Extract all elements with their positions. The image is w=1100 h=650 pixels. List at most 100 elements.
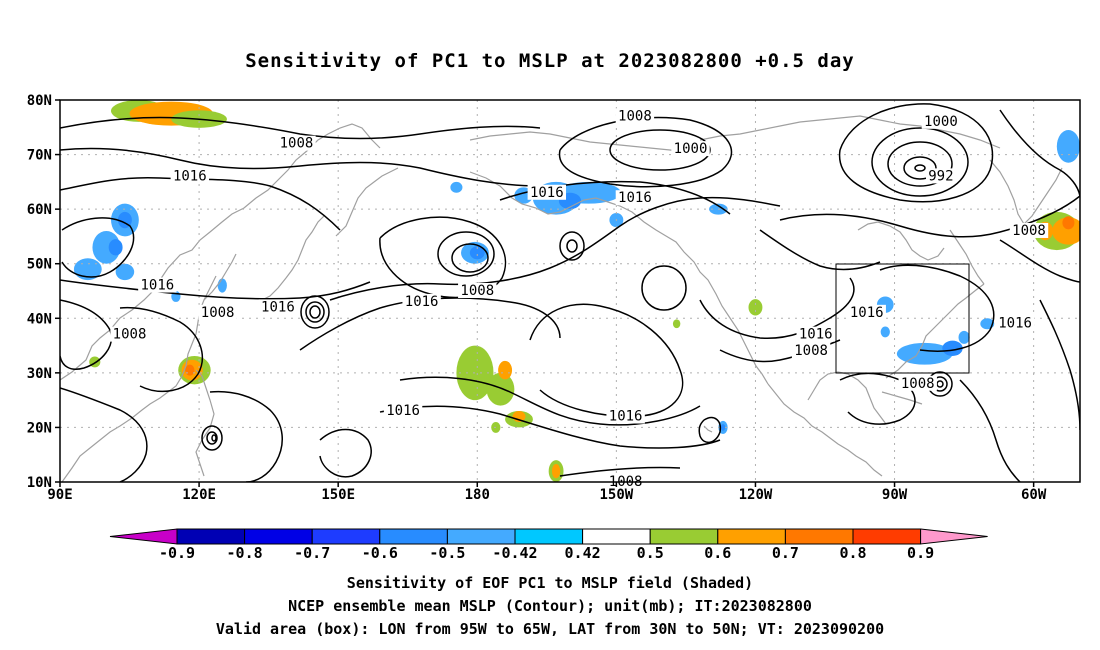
colorbar: -0.9 -0.8 -0.7 -0.6 -0.5 -0.42 0.42 0.5 0.6 0.7 0.…	[109, 528, 988, 562]
map-frame	[59, 99, 1081, 483]
contour-label: 1008	[280, 136, 314, 152]
shaded-region	[217, 278, 227, 293]
colorbar-box	[311, 528, 381, 545]
contour-ring	[300, 295, 330, 329]
contour-line	[559, 466, 681, 477]
colorbar-label: 0.7	[772, 544, 799, 562]
shaded-region	[748, 299, 763, 316]
contour-ring	[305, 301, 325, 323]
contour-ring	[936, 380, 944, 388]
contour-label: 1016	[609, 409, 643, 425]
shaded-region	[115, 263, 135, 281]
colorbar-box	[852, 528, 922, 545]
contour-label-bg	[110, 326, 149, 342]
contour-ring	[211, 434, 217, 442]
lat-tick-label: 60N	[27, 202, 52, 218]
shaded-region	[185, 364, 195, 376]
shaded-region	[1056, 130, 1080, 163]
contour-label: 1008	[113, 327, 147, 343]
contour-ring	[914, 164, 926, 172]
contour-label: 1008	[618, 108, 652, 124]
shaded-region	[551, 463, 561, 479]
contour-label-bg	[995, 315, 1035, 331]
contour-label: 1016	[261, 299, 295, 315]
colorbar-box	[717, 528, 786, 545]
contour-label: 1016	[850, 305, 884, 321]
contour-label: 1016	[386, 403, 420, 419]
contour-label-bg	[170, 168, 210, 184]
contour-ring	[903, 156, 937, 180]
shaded-region	[880, 326, 890, 338]
contour-label-bg	[926, 168, 956, 184]
contour-label: 1008	[201, 305, 235, 321]
contour-label: 1016	[173, 168, 207, 184]
colorbar-label: -0.9	[159, 544, 195, 562]
contour-ring	[206, 431, 218, 445]
contour-label-bg	[898, 375, 937, 391]
contour-label: 1016	[998, 316, 1032, 332]
colorbar-label: 0.9	[907, 544, 934, 562]
contour-ring	[309, 305, 321, 319]
shaded-region	[108, 239, 123, 256]
contour-line	[60, 299, 113, 370]
lat-tick-label: 80N	[27, 93, 52, 109]
contour-line	[60, 147, 541, 187]
lon-tick-label: 90E	[47, 487, 72, 503]
contour-line	[60, 387, 148, 482]
contour-line	[119, 306, 203, 393]
lat-tick-label: 10N	[27, 475, 52, 491]
coast-cuba	[881, 391, 923, 405]
contour-ring	[437, 231, 495, 277]
contour-line	[698, 416, 722, 444]
shaded-region	[980, 318, 995, 330]
contour-ring	[201, 425, 223, 451]
colorbar-box	[176, 528, 246, 545]
shaded-region	[498, 360, 513, 380]
lon-tick-label: 120W	[739, 487, 773, 503]
coast-japan	[261, 215, 325, 301]
sensitivity-shading	[73, 100, 1080, 482]
colorbar-box	[379, 528, 448, 545]
contour-line	[699, 277, 855, 339]
contour-line	[209, 390, 283, 482]
caption-shading: Sensitivity of EOF PC1 to MSLP field (Sh…	[346, 574, 754, 592]
contour-ring	[566, 239, 578, 253]
lon-tick-label: 180	[465, 487, 490, 503]
colorbar-label: -0.42	[492, 544, 537, 562]
contour-line	[999, 239, 1080, 283]
contour-line	[879, 264, 995, 352]
contour-line	[60, 116, 541, 140]
contour-line	[759, 229, 881, 271]
contour-label: 1000	[674, 141, 708, 157]
contour-label: 1008	[460, 283, 494, 299]
contour-ring	[559, 231, 585, 261]
contour-label-bg	[198, 304, 237, 320]
lat-tick-label: 40N	[27, 311, 52, 327]
colorbar-label: 0.6	[704, 544, 731, 562]
contour-ring	[871, 127, 969, 197]
colorbar-label: -0.5	[429, 544, 465, 562]
lat-tick-label: 70N	[27, 148, 52, 164]
lon-tick-label: 150E	[321, 487, 355, 503]
coast-hawaii	[703, 425, 713, 433]
contour-label: 1008	[901, 376, 935, 392]
contour-label-bg	[606, 408, 645, 424]
contour-label-bg	[383, 403, 423, 419]
contour-line	[60, 279, 371, 300]
chart-title: Sensitivity of PC1 to MSLP at 2023082800…	[245, 50, 855, 72]
shaded-region	[720, 424, 726, 431]
coast-kamchatka	[335, 167, 399, 237]
contour-line	[1039, 299, 1080, 431]
contour-label-bg	[258, 299, 298, 315]
shaded-region	[450, 181, 463, 193]
lat-tick-label: 30N	[27, 366, 52, 382]
contour-label-bg	[458, 283, 497, 298]
shaded-region	[486, 372, 515, 406]
contour-label: 1008	[794, 343, 828, 359]
contour-line	[61, 217, 135, 278]
lon-tick-label: 60W	[1021, 487, 1047, 503]
shaded-region	[73, 258, 102, 281]
shaded-region	[92, 230, 121, 264]
coast-hudson	[857, 221, 945, 261]
